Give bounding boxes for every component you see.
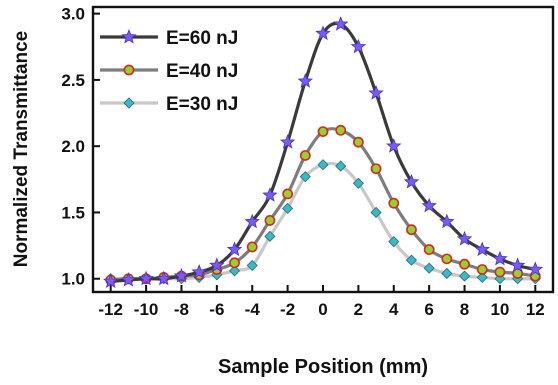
data-point <box>421 197 437 213</box>
data-point <box>494 266 506 278</box>
data-point <box>423 262 435 274</box>
data-point <box>527 261 544 277</box>
data-point <box>102 273 119 288</box>
x-tick-label: -8 <box>174 300 189 319</box>
data-point <box>191 264 207 279</box>
data-point <box>335 124 347 136</box>
data-point <box>264 230 276 242</box>
data-point <box>441 253 453 265</box>
x-tick-label: -2 <box>280 300 295 319</box>
data-point <box>229 257 240 269</box>
data-point <box>509 257 526 273</box>
data-point <box>282 188 294 200</box>
data-point <box>335 160 347 172</box>
data-point <box>350 38 367 54</box>
data-point <box>173 267 190 283</box>
data-point <box>388 197 400 209</box>
series-layer <box>102 16 544 288</box>
data-point <box>264 215 276 226</box>
data-point <box>423 244 435 255</box>
data-point <box>441 267 453 280</box>
data-point <box>476 271 488 283</box>
y-tick-label: 1.5 <box>61 203 85 222</box>
x-tick-label: 2 <box>354 300 363 319</box>
data-point <box>474 241 490 257</box>
data-point <box>120 271 137 287</box>
data-point <box>458 270 471 282</box>
data-point <box>226 241 243 257</box>
x-tick-label: -10 <box>134 300 159 319</box>
data-point <box>332 16 349 31</box>
data-point <box>282 202 294 215</box>
data-point <box>299 150 311 161</box>
y-axis-label: Normalized Transmittance <box>11 31 32 268</box>
legend-marker <box>123 97 135 109</box>
x-tick-label: 10 <box>490 300 509 319</box>
data-point <box>405 254 418 266</box>
data-point <box>299 171 311 183</box>
data-point <box>246 241 258 253</box>
x-tick-label: 8 <box>460 300 469 319</box>
legend-marker <box>123 64 135 76</box>
x-tick-label: -4 <box>245 300 261 319</box>
x-axis-label: Sample Position (mm) <box>218 356 428 378</box>
y-tick-label: 1.0 <box>61 270 85 289</box>
series-1 <box>105 124 541 286</box>
legend-label: E=60 nJ <box>166 28 238 49</box>
data-point <box>209 257 225 273</box>
legend: E=60 nJ E=40 nJ E=30 nJ <box>100 28 238 115</box>
data-point <box>406 224 417 236</box>
data-point <box>492 250 508 266</box>
legend-label: E=30 nJ <box>166 94 238 115</box>
data-point <box>317 159 329 171</box>
x-tick-label: -12 <box>98 300 123 319</box>
data-point <box>368 85 384 100</box>
data-point <box>352 177 364 189</box>
data-point <box>403 173 420 189</box>
series-line <box>110 161 536 281</box>
y-tick-label: 2.5 <box>61 71 85 90</box>
series-0 <box>102 16 544 288</box>
data-point <box>279 134 296 149</box>
legend-marker <box>121 28 137 44</box>
data-point <box>315 25 331 41</box>
data-point <box>262 187 278 202</box>
data-point <box>297 73 314 88</box>
data-point <box>228 265 241 277</box>
y-tick-label: 2.0 <box>61 137 85 156</box>
series-2 <box>105 159 541 285</box>
data-point <box>352 136 364 148</box>
x-tick-label: 0 <box>318 300 327 319</box>
legend-label: E=40 nJ <box>166 61 238 82</box>
data-point <box>156 270 172 286</box>
data-point <box>246 259 258 272</box>
series-line <box>110 127 536 282</box>
data-point <box>459 258 470 270</box>
x-tick-label: -6 <box>209 300 224 319</box>
data-point <box>370 163 382 175</box>
data-point <box>388 236 400 248</box>
x-tick-label: 4 <box>389 300 399 319</box>
x-tick-label: 12 <box>526 300 545 319</box>
data-point <box>439 213 455 229</box>
data-point <box>456 230 473 246</box>
data-point <box>370 206 382 219</box>
axes-layer: -12 -10 -8 -6 -4 -2 0 2 4 6 8 10 12 1.0 1.5 2.0 2.5 3.0 <box>61 5 544 319</box>
data-point <box>244 213 260 229</box>
data-point <box>386 138 402 153</box>
y-tick-label: 3.0 <box>61 5 85 24</box>
data-point <box>317 126 329 138</box>
data-point <box>138 270 154 286</box>
x-tick-label: 6 <box>424 300 433 319</box>
data-point <box>476 264 488 275</box>
